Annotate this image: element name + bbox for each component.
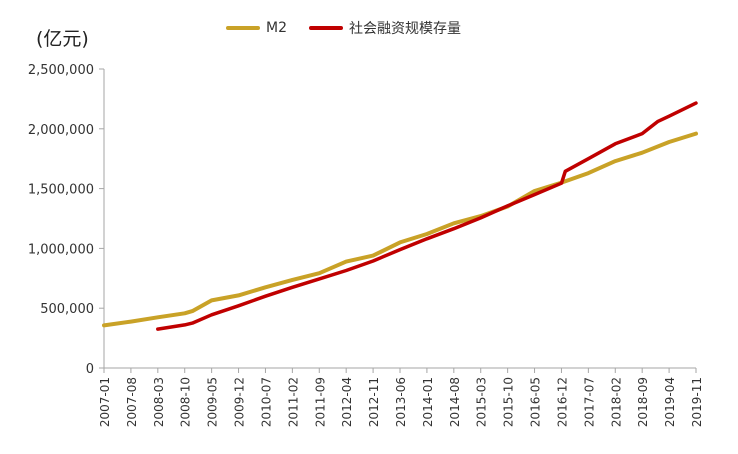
legend-item-m2: M2 [226, 20, 287, 36]
x-tick-label: 2009-05 [206, 377, 220, 427]
x-tick-label: 2015-03 [475, 377, 489, 427]
x-tick-label: 2014-01 [421, 377, 435, 427]
x-tick-label: 2017-07 [582, 377, 596, 427]
x-tick-label: 2013-06 [394, 377, 408, 427]
x-tick-label: 2018-02 [609, 377, 623, 427]
legend-label-social-financing: 社会融资规模存量 [349, 21, 461, 37]
y-tick-label: 2,500,000 [28, 63, 94, 78]
x-tick-label: 2018-09 [636, 377, 650, 427]
y-tick-label: 1,500,000 [28, 183, 94, 198]
x-tick-label: 2019-11 [690, 377, 704, 427]
x-tick-label: 2009-12 [233, 377, 247, 427]
y-tick-label: 1,000,000 [28, 242, 94, 257]
legend-swatch-social-financing [309, 26, 343, 30]
x-tick-label: 2016-05 [529, 377, 543, 427]
series-line-m2 [102, 131, 698, 328]
x-tick-label: 2007-01 [98, 377, 112, 427]
y-tick-label: 2,000,000 [28, 123, 94, 138]
x-tick-label: 2012-11 [367, 377, 381, 427]
x-tick-label: 2010-07 [259, 377, 273, 427]
y-tick-label: 500,000 [40, 302, 94, 317]
x-tick-label: 2019-04 [663, 377, 677, 427]
legend-label-m2: M2 [266, 20, 287, 36]
y-tick-label: 0 [86, 362, 94, 377]
x-tick-label: 2014-08 [448, 377, 462, 427]
x-tick-label: 2016-12 [555, 377, 569, 427]
series-line-social-financing [156, 101, 698, 331]
x-tick-label: 2008-03 [152, 377, 166, 427]
x-tick-label: 2011-02 [286, 377, 300, 427]
legend-item-social-financing: 社会融资规模存量 [309, 18, 461, 38]
x-tick-label: 2011-09 [313, 377, 327, 427]
legend-swatch-m2 [226, 26, 260, 30]
x-tick-label: 2015-10 [502, 377, 516, 427]
legend: M2 社会融资规模存量 [226, 18, 483, 38]
y-unit-label: (亿元) [36, 28, 89, 50]
x-tick-label: 2012-04 [340, 377, 354, 427]
x-tick-label: 2007-08 [125, 377, 139, 427]
x-tick-label: 2008-10 [179, 377, 193, 427]
